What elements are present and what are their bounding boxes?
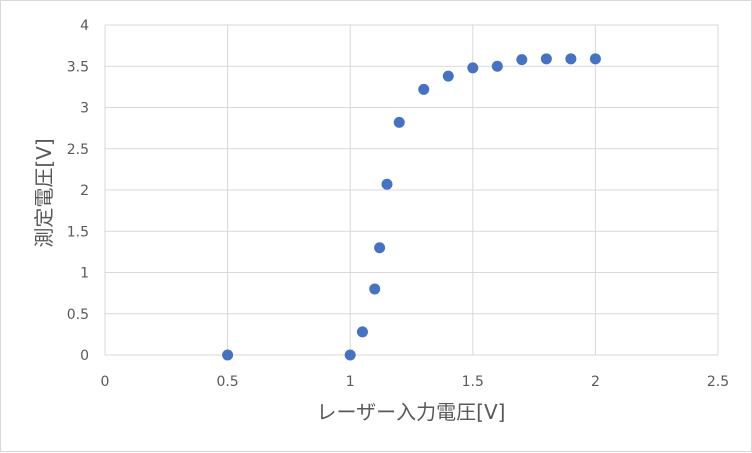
data-point [374, 242, 386, 254]
gridlines [104, 24, 719, 356]
data-points [222, 53, 601, 361]
y-tick-label: 1 [80, 266, 89, 282]
data-point [467, 62, 479, 74]
data-point [491, 60, 503, 72]
data-point [356, 326, 368, 338]
data-point [393, 116, 405, 128]
data-point [369, 283, 381, 295]
data-point [418, 83, 430, 95]
data-point [516, 54, 528, 66]
data-point [344, 349, 356, 361]
x-tick-label: 0.5 [216, 374, 238, 390]
data-point [222, 349, 234, 361]
y-tick-label: 3 [80, 101, 89, 117]
y-tick-labels: 0 0.5 1 1.5 2 2.5 3 3.5 4 [67, 18, 89, 364]
y-tick-label: 3.5 [67, 59, 89, 75]
data-point [589, 53, 601, 65]
x-tick-label: 1 [346, 374, 355, 390]
x-tick-label: 1.5 [462, 374, 484, 390]
y-tick-label: 2 [80, 183, 89, 199]
x-tick-labels: 0 0.5 1 1.5 2 2.5 [101, 374, 730, 390]
y-tick-label: 2.5 [67, 142, 89, 158]
x-tick-label: 2 [591, 374, 600, 390]
y-axis-title: 測定電圧[V] [32, 138, 56, 247]
data-point [540, 53, 552, 65]
x-tick-label: 2.5 [707, 374, 729, 390]
data-point [381, 178, 393, 190]
data-point [442, 70, 454, 82]
data-point [565, 53, 577, 65]
y-tick-label: 0 [80, 348, 89, 364]
y-tick-label: 4 [80, 18, 89, 34]
x-axis-title: レーザー入力電圧[V] [317, 400, 506, 424]
y-tick-label: 1.5 [67, 224, 89, 240]
y-tick-label: 0.5 [67, 307, 89, 323]
x-tick-label: 0 [101, 374, 110, 390]
